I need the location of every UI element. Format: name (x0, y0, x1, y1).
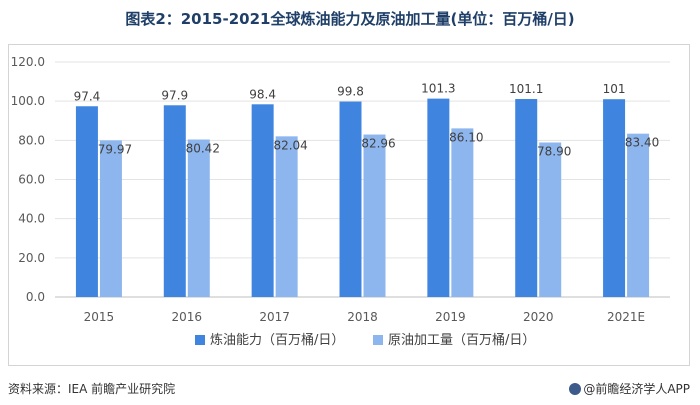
bar (451, 128, 474, 297)
bar (515, 99, 538, 297)
bar-chart: 0.0 20.0 40.0 60.0 80.0 100.0 120.0 97.4 79.97 20… (11, 55, 670, 348)
bar (339, 101, 362, 297)
y-tick-label: 40.0 (18, 212, 45, 226)
brand-logo-icon (569, 383, 582, 395)
bar (627, 133, 650, 297)
bar (427, 98, 450, 297)
data-label: 97.4 (74, 89, 101, 103)
data-label: 82.96 (361, 137, 395, 151)
data-label: 82.04 (273, 138, 307, 152)
data-label: 98.4 (249, 87, 276, 101)
bar (251, 104, 274, 297)
bar (539, 142, 562, 297)
legend-label: 原油加工量（百万桶/日） (388, 333, 535, 348)
y-tick-label: 80.0 (18, 133, 45, 147)
data-label: 83.40 (625, 136, 659, 150)
y-tick-label: 0.0 (26, 290, 45, 304)
legend-label: 炼油能力（百万桶/日） (210, 333, 344, 348)
legend-swatch (195, 335, 205, 345)
legend-swatch (373, 335, 383, 345)
bar (99, 140, 122, 297)
y-tick-label: 60.0 (18, 173, 45, 187)
brand-credit: @前瞻经济学人APP (569, 380, 690, 397)
chart-title: 图表2：2015-2021全球炼油能力及原油加工量(单位：百万桶/日) (125, 10, 575, 28)
bar (603, 99, 626, 297)
data-label: 101.3 (421, 82, 455, 96)
brand-text: @前瞻经济学人APP (583, 382, 690, 396)
x-tick-label: 2018 (347, 310, 378, 324)
y-tick-label: 100.0 (11, 94, 45, 108)
y-tick-label: 20.0 (18, 251, 45, 265)
data-label: 97.9 (161, 88, 188, 102)
bar (363, 134, 386, 297)
bar (75, 106, 98, 297)
x-tick-label: 2016 (172, 310, 203, 324)
x-tick-label: 2020 (523, 310, 554, 324)
data-label: 79.97 (98, 142, 132, 156)
data-label: 101.1 (509, 82, 543, 96)
x-tick-label: 2021E (607, 310, 645, 324)
data-label: 99.8 (337, 85, 364, 99)
bar (187, 139, 210, 297)
y-tick-label: 120.0 (11, 55, 45, 69)
chart-frame (8, 44, 690, 366)
bar (275, 136, 298, 297)
x-tick-label: 2017 (259, 310, 290, 324)
data-label: 80.42 (186, 142, 220, 156)
data-label: 78.90 (537, 144, 571, 158)
x-tick-label: 2015 (84, 310, 115, 324)
source-note: 资料来源：IEA 前瞻产业研究院 (8, 382, 176, 396)
data-label: 101 (603, 82, 626, 96)
x-tick-label: 2019 (435, 310, 466, 324)
bar (163, 105, 186, 297)
data-label: 86.10 (449, 130, 483, 144)
